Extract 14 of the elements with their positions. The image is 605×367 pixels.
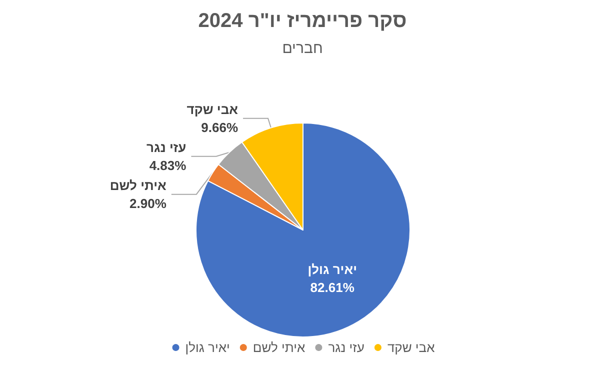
legend-label: איתי לשם: [252, 340, 306, 355]
legend-label: עזי נגר: [328, 340, 364, 355]
legend-label: אבי שקד: [387, 340, 435, 355]
slice-label: אבי שקד: [186, 102, 238, 117]
legend-label: יאיר גולן: [185, 340, 230, 355]
slice-label: איתי לשם: [110, 178, 167, 193]
slice-label: עזי נגר: [146, 140, 186, 155]
chart-subtitle: חברים: [282, 40, 323, 57]
data-label: 2.90%: [130, 196, 167, 211]
data-label: 9.66%: [201, 120, 238, 135]
data-label: 82.61%: [310, 280, 355, 295]
slice-label: יאיר גולן: [308, 262, 358, 277]
chart-title: סקר פריימריז יו"ר 2024: [198, 10, 407, 32]
data-label: 4.83%: [149, 158, 187, 173]
